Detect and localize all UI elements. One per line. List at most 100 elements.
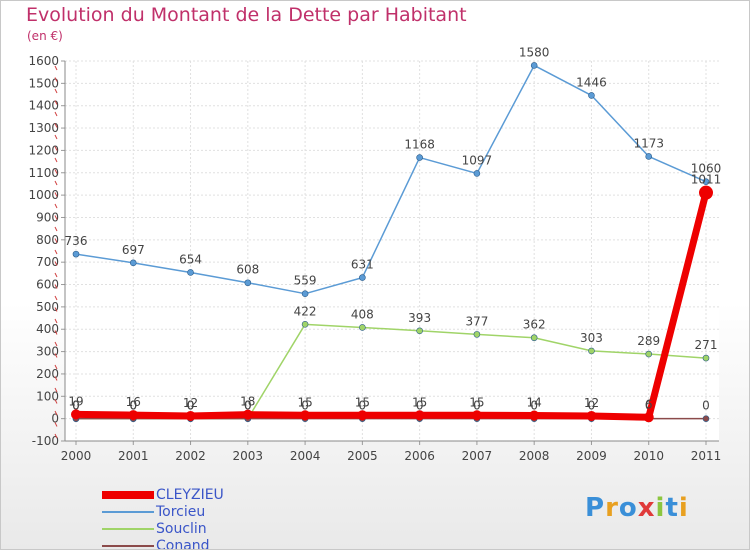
y-tick-label: 1000: [28, 188, 59, 202]
data-point-souclin: [702, 354, 710, 362]
axis-hatch: [54, 433, 58, 439]
axis-hatch: [54, 387, 58, 393]
plot-area: [65, 61, 719, 441]
data-point-conand: [702, 415, 710, 422]
data-point-torcieu: [530, 62, 538, 69]
data-label-torcieu: 631: [351, 258, 374, 272]
axis-hatch: [54, 307, 58, 312]
data-label-souclin: 303: [580, 331, 603, 345]
data-label-conand: 0: [301, 399, 309, 413]
data-point-cleyzieu: [529, 410, 540, 421]
axis-hatch: [54, 249, 58, 255]
legend-item-torcieu: Torcieu: [102, 503, 205, 521]
data-label-conand: 0: [244, 399, 252, 413]
axis-hatch: [54, 353, 58, 358]
y-tick-label: 700: [36, 255, 59, 269]
axis-hatch: [54, 157, 58, 163]
y-tick-label: 600: [36, 278, 59, 292]
y-tick-label: 1100: [28, 166, 59, 180]
data-point-souclin: [473, 331, 481, 338]
axis-hatch: [54, 410, 58, 416]
data-point-torcieu: [359, 274, 366, 281]
data-point-cleyzieu: [300, 410, 311, 421]
data-label-souclin: 362: [523, 318, 546, 332]
axis-hatch: [54, 238, 58, 243]
data-label-cleyzieu: 12: [584, 396, 599, 410]
legend-item-conand: Conand: [102, 537, 210, 550]
data-point-souclin: [588, 347, 595, 355]
data-point-cleyzieu: [357, 410, 368, 421]
data-label-souclin: 0: [244, 399, 252, 413]
axis-hatch: [54, 330, 58, 335]
data-label-conand: 0: [416, 399, 424, 413]
y-tick-label: 500: [36, 300, 59, 314]
data-point-torcieu: [72, 250, 80, 258]
axis-hatch: [54, 169, 58, 174]
data-label-cleyzieu: 12: [183, 396, 198, 410]
data-point-souclin: [301, 321, 309, 328]
data-label-torcieu: 1446: [576, 75, 607, 89]
axis-hatch: [54, 422, 58, 427]
data-point-torcieu: [187, 269, 194, 276]
unit-label: (en €): [27, 29, 63, 43]
data-label-torcieu: 608: [236, 263, 259, 277]
data-label-souclin: 0: [72, 399, 80, 413]
series-line-torcieu: [75, 64, 707, 295]
x-tick-label: 2000: [61, 449, 92, 463]
x-tick-label: 2010: [633, 449, 664, 463]
data-label-souclin: 271: [695, 338, 718, 352]
x-tick-label: 2007: [462, 449, 493, 463]
axis-hatch: [54, 318, 58, 324]
data-point-cleyzieu: [185, 410, 196, 421]
y-tick-label: -100: [32, 434, 59, 448]
data-label-conand: 0: [359, 399, 367, 413]
data-point-torcieu: [244, 279, 252, 287]
data-point-cleyzieu: [586, 410, 597, 421]
x-tick-label: 2003: [233, 449, 264, 463]
x-tick-label: 2008: [519, 449, 550, 463]
data-label-cleyzieu: 14: [527, 396, 542, 410]
axis-hatch: [54, 100, 58, 105]
data-point-souclin: [530, 334, 538, 342]
axis-hatch: [54, 123, 58, 128]
data-label-souclin: 289: [637, 334, 660, 348]
data-label-torcieu: 697: [122, 243, 145, 257]
data-point-cleyzieu: [643, 412, 654, 423]
legend-item-souclin: Souclin: [102, 520, 207, 538]
data-point-cleyzieu: [414, 410, 425, 421]
data-label-cleyzieu: 16: [126, 395, 141, 409]
axis-hatch: [54, 376, 58, 381]
legend-label: Conand: [156, 538, 210, 550]
y-tick-label: 1300: [28, 121, 59, 135]
data-label-torcieu: 1168: [404, 138, 435, 152]
y-tick-label: 1200: [28, 143, 59, 157]
data-label-souclin: 0: [129, 399, 137, 413]
data-label-torcieu: 1060: [691, 162, 722, 176]
data-label-souclin: 377: [465, 314, 488, 328]
data-label-souclin: 422: [294, 304, 317, 318]
y-tick-label: 800: [36, 233, 59, 247]
axis-hatch: [54, 203, 58, 209]
data-label-torcieu: 736: [65, 234, 88, 248]
legend-label: CLEYZIEU: [156, 487, 224, 503]
proxiti-logo: Proxiti: [585, 493, 689, 523]
y-tick-label: 1400: [28, 99, 59, 113]
data-label-cleyzieu: 18: [240, 395, 255, 409]
data-label-cleyzieu: 15: [297, 395, 312, 409]
data-label-cleyzieu: 15: [412, 395, 427, 409]
data-label-conand: 0: [473, 399, 481, 413]
axis-hatch: [54, 146, 58, 151]
axis-hatch: [54, 65, 58, 71]
data-point-cleyzieu: [699, 185, 713, 200]
legend-item-cleyzieu: CLEYZIEU: [102, 486, 224, 504]
data-label-cleyzieu: 1011: [691, 173, 722, 187]
x-tick-label: 2004: [290, 449, 321, 463]
data-point-souclin: [645, 350, 653, 358]
x-tick-label: 2001: [118, 449, 149, 463]
data-label-conand: 0: [129, 399, 137, 413]
data-point-torcieu: [473, 170, 481, 177]
axis-hatch: [54, 364, 58, 370]
data-point-torcieu: [129, 259, 137, 267]
